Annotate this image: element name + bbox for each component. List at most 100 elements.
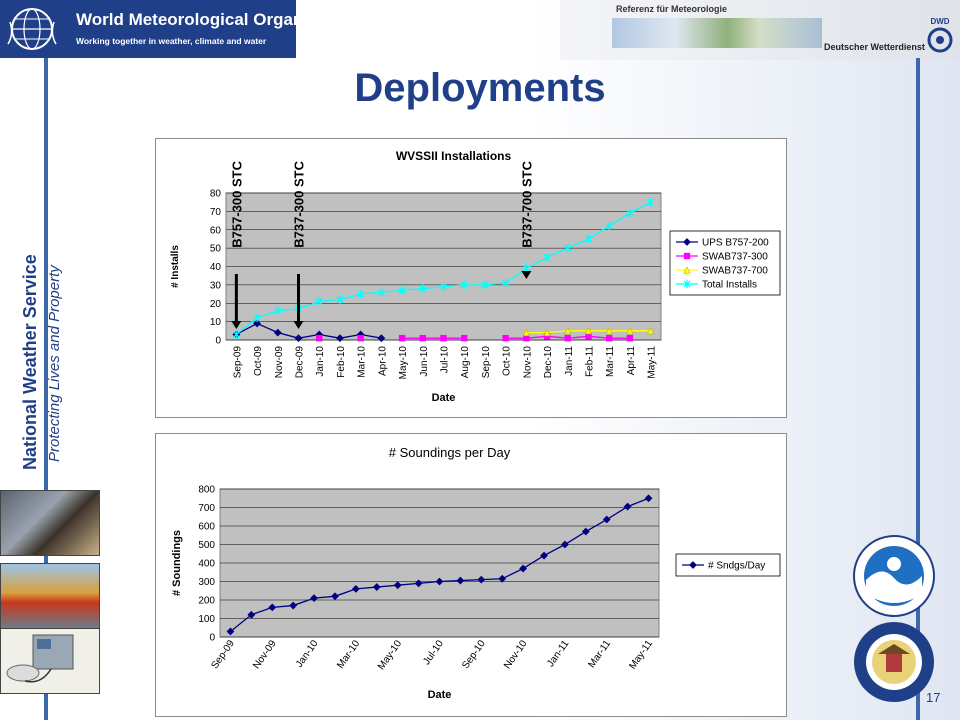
legend-box	[675, 553, 781, 577]
y-tick-label: 30	[210, 280, 222, 291]
x-tick-label: Dec-09	[295, 346, 306, 379]
dwd-photo-strip	[612, 18, 822, 48]
data-point-0	[561, 540, 569, 549]
data-point-2	[543, 328, 551, 337]
right-divider	[916, 58, 920, 720]
x-tick-label: Feb-11	[585, 346, 596, 377]
y-axis-label: # Installs	[170, 245, 181, 288]
x-tick-label: May-11	[627, 638, 655, 671]
x-tick-label: May-10	[398, 346, 409, 380]
data-point-1	[626, 334, 634, 342]
data-point-3	[232, 330, 240, 339]
wmo-banner: World Meteorological Organization Workin…	[0, 0, 357, 58]
data-point-3	[253, 313, 261, 323]
legend-label: UPS B757-200	[702, 238, 769, 249]
data-point-0	[331, 592, 339, 601]
wmo-tagline: Working together in weather, climate and…	[76, 36, 267, 46]
x-tick-label: Mar-11	[605, 346, 616, 377]
y-tick-label: 40	[210, 262, 222, 273]
x-tick-label: Sep-09	[232, 346, 243, 379]
data-point-3	[419, 284, 427, 293]
data-point-3	[502, 278, 510, 288]
dwd-name: Deutscher Wetterdienst	[824, 42, 925, 52]
x-tick-label: Apr-11	[626, 346, 637, 376]
aircraft-photo	[0, 563, 100, 629]
wmo-title: World Meteorological Organization	[76, 10, 358, 29]
data-point-3	[439, 282, 448, 291]
data-point-0	[247, 610, 256, 619]
x-tick-label: Mar-10	[357, 346, 368, 378]
x-tick-label: Nov-09	[251, 638, 279, 671]
sensor-box-icon	[6, 634, 74, 683]
x-tick-label: Dec-10	[543, 346, 554, 379]
x-tick-label: Jul-10	[421, 638, 446, 667]
x-tick-label: Jul-10	[440, 346, 451, 374]
data-point-1	[523, 334, 530, 342]
x-tick-label: Sep-10	[481, 346, 492, 379]
data-point-1	[543, 333, 551, 340]
data-point-0	[519, 564, 528, 573]
commerce-seal-icon	[854, 622, 934, 702]
data-point-2	[626, 327, 634, 335]
x-tick-label: Jan-11	[564, 346, 575, 376]
y-tick-label: 60	[210, 225, 222, 236]
data-point-0	[477, 575, 486, 584]
y-tick-label: 800	[198, 485, 215, 496]
x-tick-label: Nov-10	[522, 346, 533, 379]
data-point-0	[414, 579, 423, 588]
data-point-3	[357, 289, 365, 299]
x-tick-label: Sep-10	[460, 638, 488, 671]
y-tick-label: 0	[209, 633, 215, 644]
technician-photo	[0, 490, 100, 556]
data-point-0	[336, 334, 344, 343]
x-tick-label: Mar-11	[586, 638, 613, 670]
data-point-1	[606, 334, 613, 342]
data-point-1	[502, 334, 509, 342]
page-title: Deployments	[354, 66, 606, 110]
data-point-1	[398, 334, 406, 342]
data-point-2	[605, 327, 613, 335]
series-line-0	[236, 322, 382, 339]
data-point-0	[289, 601, 298, 610]
legend-marker-2	[683, 266, 691, 274]
data-point-2	[564, 327, 572, 335]
data-point-0	[623, 502, 632, 511]
legend-marker-1	[683, 252, 691, 260]
data-point-0	[644, 494, 653, 503]
x-tick-label: Jun-10	[419, 346, 430, 377]
data-point-3	[543, 253, 551, 262]
data-point-0	[540, 551, 548, 560]
noaa-logo-icon	[853, 535, 935, 617]
data-point-0	[268, 603, 277, 612]
data-point-3	[647, 197, 655, 207]
y-tick-label: 80	[210, 189, 222, 200]
data-point-0	[310, 594, 318, 603]
x-tick-label: May-11	[647, 346, 658, 379]
y-axis-label: # Soundings	[171, 530, 183, 596]
data-point-0	[435, 577, 444, 586]
x-tick-label: Oct-10	[502, 346, 513, 376]
legend-label: Total Installs	[702, 280, 757, 291]
y-tick-label: 50	[210, 244, 222, 255]
x-tick-label: Apr-10	[377, 346, 388, 376]
data-point-3	[315, 297, 323, 306]
data-point-3	[274, 306, 282, 315]
x-tick-label: Jan-11	[545, 638, 571, 669]
data-point-1	[419, 334, 426, 342]
data-point-1	[585, 333, 592, 340]
agency-name: National Weather Service	[20, 254, 40, 470]
y-tick-label: 0	[215, 336, 221, 347]
x-tick-label: Feb-10	[336, 346, 347, 378]
annotation-arrow-head	[521, 271, 532, 279]
data-point-0	[581, 527, 590, 536]
data-point-1	[316, 334, 323, 342]
stc-annotation: B757-300 STC	[229, 160, 244, 247]
data-point-3	[564, 243, 572, 253]
x-tick-label: Oct-09	[253, 346, 264, 376]
data-point-3	[377, 288, 385, 297]
legend-marker-0	[689, 561, 697, 569]
legend-marker-0	[683, 238, 691, 246]
data-point-3	[481, 280, 489, 290]
x-axis-label: Date	[428, 689, 452, 701]
data-point-3	[605, 221, 613, 231]
